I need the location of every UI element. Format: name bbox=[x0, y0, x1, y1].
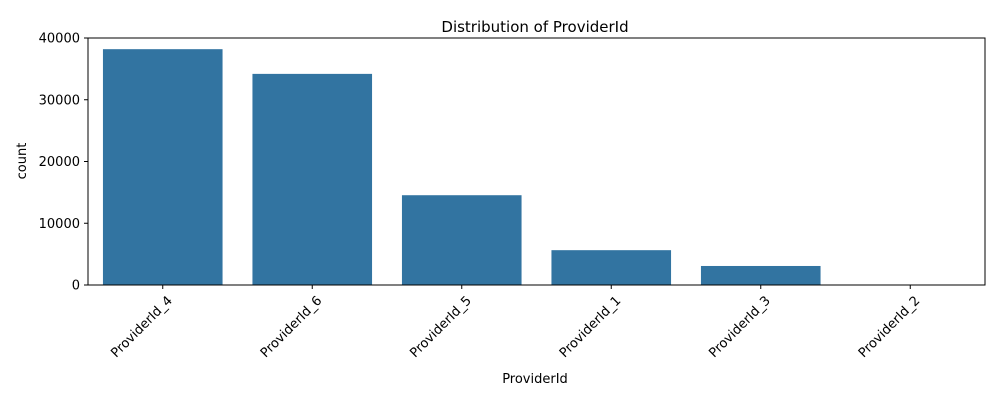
y-tick-label: 10000 bbox=[39, 217, 80, 232]
bar-providerid-6 bbox=[252, 73, 373, 286]
y-tick-label: 20000 bbox=[39, 155, 80, 170]
bar-providerid-4 bbox=[102, 49, 223, 285]
axes-frame bbox=[87, 37, 986, 286]
chart-title: Distribution of ProviderId bbox=[441, 18, 628, 36]
y-tick-label: 30000 bbox=[39, 93, 80, 108]
bar-providerid-1 bbox=[551, 250, 672, 285]
y-axis-label: count bbox=[15, 143, 30, 180]
bar-providerid-3 bbox=[700, 265, 821, 285]
x-axis-label: ProviderId bbox=[502, 372, 568, 387]
bar-providerid-5 bbox=[401, 195, 522, 285]
y-tick-label: 0 bbox=[72, 279, 80, 294]
y-tick-label: 40000 bbox=[39, 32, 80, 47]
